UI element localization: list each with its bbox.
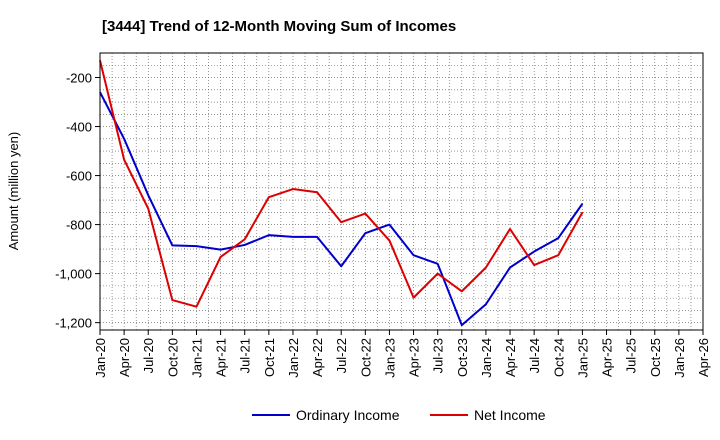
data-point-net-income [437, 273, 439, 275]
x-tick-label: Jan-22 [286, 338, 301, 378]
data-point-ordinary-income [485, 303, 487, 305]
data-point-net-income [485, 266, 487, 268]
y-axis-label: Amount (million yen) [6, 132, 21, 251]
data-point-ordinary-income [557, 237, 559, 239]
data-point-net-income [292, 188, 294, 190]
x-tick-label: Oct-24 [551, 338, 566, 377]
data-point-net-income [316, 191, 318, 193]
x-tick-label: Jul-25 [624, 338, 639, 373]
data-point-net-income [557, 254, 559, 256]
data-point-net-income [533, 264, 535, 266]
data-point-ordinary-income [171, 244, 173, 246]
data-point-ordinary-income [292, 236, 294, 238]
data-point-ordinary-income [364, 232, 366, 234]
x-tick-label: Jan-26 [672, 338, 687, 378]
data-point-net-income [244, 238, 246, 240]
data-point-ordinary-income [388, 224, 390, 226]
y-tick-label: -800 [66, 218, 92, 233]
x-tick-label: Jan-23 [382, 338, 397, 378]
x-tick-label: Apr-24 [503, 338, 518, 377]
x-tick-label: Apr-21 [214, 338, 229, 377]
data-point-ordinary-income [413, 254, 415, 256]
data-point-ordinary-income [340, 265, 342, 267]
x-tick-label: Apr-25 [600, 338, 615, 377]
data-point-net-income [413, 297, 415, 299]
data-point-ordinary-income [461, 324, 463, 326]
x-tick-label: Jul-22 [334, 338, 349, 373]
y-tick-label: -1,000 [55, 267, 92, 282]
y-tick-label: -1,200 [55, 316, 92, 331]
data-point-net-income [268, 196, 270, 198]
data-point-ordinary-income [268, 234, 270, 236]
x-tick-label: Apr-20 [117, 338, 132, 377]
chart-title: [3444] Trend of 12-Month Moving Sum of I… [102, 18, 456, 35]
x-tick-label: Apr-26 [696, 338, 711, 377]
data-point-net-income [147, 208, 149, 210]
data-point-net-income [123, 159, 125, 161]
data-point-net-income [461, 290, 463, 292]
x-tick-label: Jan-21 [189, 338, 204, 378]
x-tick-label: Jan-24 [479, 338, 494, 378]
data-point-ordinary-income [509, 266, 511, 268]
x-tick-label: Oct-23 [455, 338, 470, 377]
x-tick-label: Jul-23 [431, 338, 446, 373]
x-tick-label: Oct-25 [648, 338, 663, 377]
data-point-ordinary-income [437, 263, 439, 265]
series-lines [99, 59, 584, 327]
y-tick-label: -200 [66, 71, 92, 86]
x-tick-label: Jul-21 [238, 338, 253, 373]
data-point-net-income [340, 221, 342, 223]
data-point-ordinary-income [533, 251, 535, 253]
legend-label-ordinary-income: Ordinary Income [296, 407, 400, 423]
data-point-ordinary-income [244, 244, 246, 246]
data-point-ordinary-income [195, 245, 197, 247]
data-point-ordinary-income [123, 138, 125, 140]
x-tick-label: Jul-24 [527, 338, 542, 373]
x-tick-label: Apr-23 [407, 338, 422, 377]
grid [100, 53, 703, 330]
y-ticks: -200 -400 -600 -800 -1,000 -1,200 [55, 71, 100, 331]
y-tick-label: -400 [66, 120, 92, 135]
data-point-net-income [220, 256, 222, 258]
data-point-ordinary-income [581, 203, 583, 205]
data-point-net-income [388, 240, 390, 242]
legend-label-net-income: Net Income [474, 407, 546, 423]
legend: Ordinary Income Net Income [252, 407, 546, 423]
x-tick-label: Oct-22 [358, 338, 373, 377]
data-point-ordinary-income [316, 236, 318, 238]
y-tick-label: -600 [66, 169, 92, 184]
data-point-ordinary-income [147, 194, 149, 196]
data-point-net-income [195, 306, 197, 308]
x-tick-label: Jul-20 [141, 338, 156, 373]
data-point-ordinary-income [220, 249, 222, 251]
x-tick-label: Oct-20 [165, 338, 180, 377]
x-tick-label: Oct-21 [262, 338, 277, 377]
x-tick-label: Jan-20 [93, 338, 108, 378]
x-ticks: Jan-20 Apr-20 Jul-20 Oct-20 Jan-21 Apr-21 Jul-… [93, 330, 711, 378]
data-point-net-income [364, 213, 366, 215]
data-point-net-income [509, 228, 511, 230]
x-tick-label: Apr-22 [310, 338, 325, 377]
plot-frame [99, 52, 704, 331]
data-point-net-income [581, 211, 583, 213]
data-point-net-income [171, 299, 173, 301]
x-tick-label: Jan-25 [575, 338, 590, 378]
